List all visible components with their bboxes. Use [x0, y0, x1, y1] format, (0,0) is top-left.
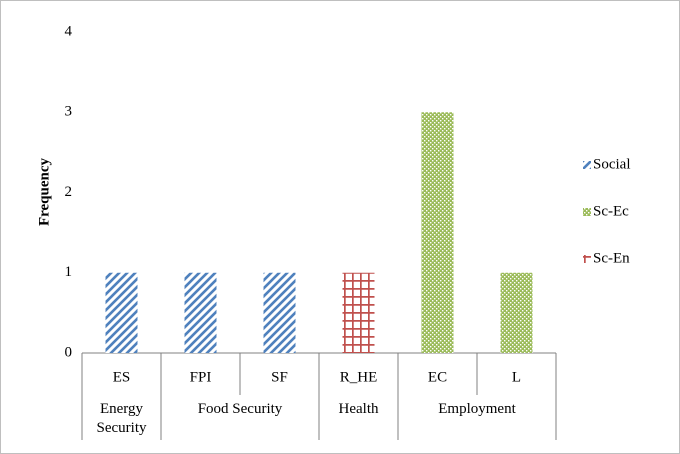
bar — [105, 272, 138, 353]
legend-label: Social — [593, 156, 631, 172]
x-tick-label: SF — [271, 369, 288, 385]
group-label: Food Security — [197, 401, 283, 417]
legend-swatch — [583, 208, 591, 216]
y-axis-title: Frequency — [36, 157, 52, 226]
bar — [263, 272, 296, 353]
x-tick-label: FPI — [190, 369, 212, 385]
legend-swatch — [583, 255, 591, 263]
bar — [500, 272, 533, 353]
y-tick-label: 1 — [65, 264, 73, 280]
y-tick-label: 4 — [65, 23, 73, 39]
legend-swatch — [583, 161, 591, 169]
y-tick-label: 3 — [65, 104, 73, 120]
x-tick-label: ES — [113, 369, 131, 385]
y-tick-label: 2 — [65, 184, 73, 200]
group-label: Employment — [438, 401, 516, 417]
y-tick-label: 0 — [65, 344, 73, 360]
x-tick-label: R_HE — [340, 369, 378, 385]
x-tick-label: EC — [428, 369, 447, 385]
legend-label: Sc-En — [593, 250, 630, 266]
bar — [184, 272, 217, 353]
group-label: Energy Security — [96, 401, 147, 436]
bar — [421, 112, 454, 353]
group-label: Health — [338, 401, 379, 417]
legend-label: Sc-Ec — [593, 203, 629, 219]
bar — [342, 272, 375, 353]
x-tick-label: L — [512, 369, 521, 385]
